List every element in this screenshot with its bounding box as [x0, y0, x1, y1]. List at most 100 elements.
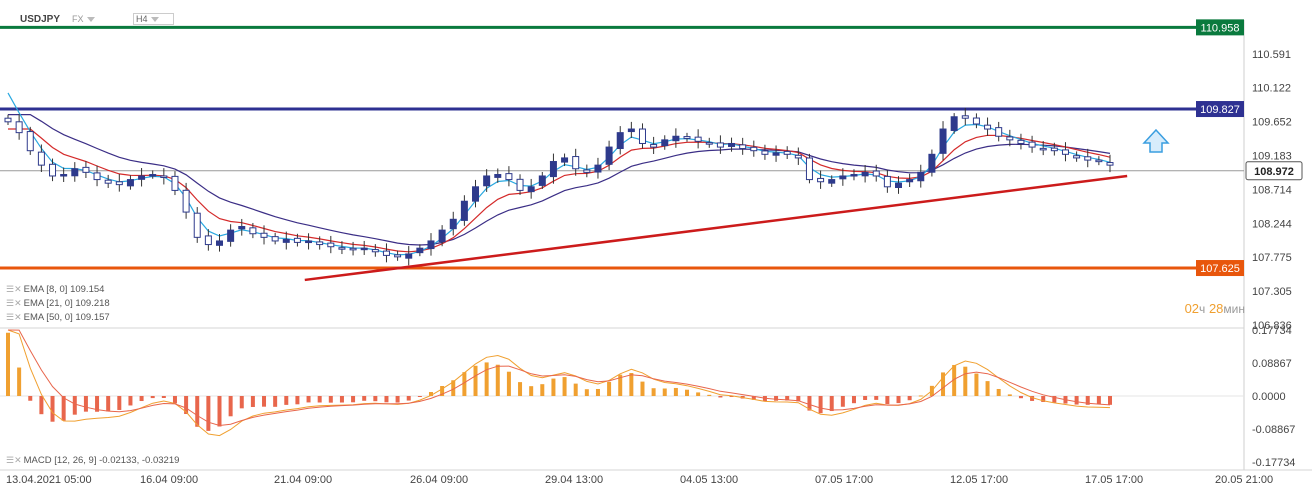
candle-bear	[382, 250, 390, 256]
candle-bull	[850, 174, 858, 177]
candle-bear	[872, 170, 880, 177]
macd-tick-label: 0.17734	[1252, 325, 1292, 337]
price-tick-label: 107.305	[1252, 286, 1292, 298]
candle-bull	[772, 152, 780, 156]
macd-histogram-bar	[529, 386, 534, 396]
candle-bear	[1039, 147, 1047, 151]
candle-bull	[60, 174, 68, 177]
price-tick-label: 109.652	[1252, 117, 1292, 129]
macd-line	[7, 329, 1111, 437]
legend-ema21[interactable]: ☰✕ EMA [21, 0] 109.218	[6, 298, 110, 309]
candle-bear	[115, 181, 123, 186]
candle-bull	[561, 157, 569, 163]
legend-ema8[interactable]: ☰✕ EMA [8, 0] 109.154	[6, 284, 105, 295]
macd-histogram-bar	[351, 396, 356, 403]
candle-bull	[939, 128, 947, 154]
time-tick-label: 04.05 13:00	[680, 474, 738, 486]
macd-histogram-bar	[1030, 396, 1035, 401]
candle-timer: 02ч 28мин	[1184, 301, 1245, 316]
time-tick-label: 29.04 13:00	[545, 474, 603, 486]
macd-histogram-bar	[61, 396, 66, 421]
macd-histogram-bar	[250, 396, 255, 407]
macd-signal-line	[7, 329, 1111, 427]
symbol-label[interactable]: USDJPY	[20, 14, 61, 25]
macd-histogram-bar	[673, 387, 678, 396]
macd-tick-label: -0.08867	[1252, 424, 1295, 436]
candle-bull	[483, 175, 491, 187]
candle-bull	[227, 229, 235, 242]
candle-bear	[249, 227, 257, 235]
candle-bull	[828, 179, 836, 184]
candle-bear	[683, 136, 691, 139]
level-badge-support	[1196, 260, 1244, 277]
macd-histogram-bar	[729, 396, 734, 397]
candle-bull	[895, 182, 903, 189]
macd-histogram-bar	[228, 396, 233, 417]
candle-bear	[349, 247, 357, 251]
menu-icon[interactable]: ☰✕	[6, 298, 22, 308]
macd-histogram-bar	[428, 392, 433, 396]
candle-bear	[1106, 162, 1114, 166]
macd-histogram-bar	[518, 382, 523, 396]
macd-histogram-bar	[1085, 396, 1090, 405]
menu-icon[interactable]: ☰✕	[6, 312, 22, 322]
macd-histogram-bar	[573, 383, 578, 396]
candle-bear	[583, 169, 591, 173]
macd-histogram-bar	[139, 396, 144, 402]
macd-histogram-bar	[6, 332, 10, 396]
candle-bull	[427, 240, 435, 250]
macd-histogram-bar	[996, 388, 1001, 396]
macd-histogram-bar	[284, 396, 289, 405]
candle-bear	[160, 175, 168, 178]
candle-bear	[26, 131, 34, 152]
candle-bull	[605, 146, 613, 165]
ema8-line	[7, 92, 1111, 256]
candle-bear	[972, 117, 980, 125]
candle-bull	[472, 186, 480, 202]
candle-bear	[316, 241, 324, 246]
macd-histogram-bar	[629, 373, 634, 396]
macd-histogram-bar	[851, 396, 856, 404]
candle-bear	[694, 136, 702, 142]
macd-histogram-bar	[562, 377, 567, 396]
macd-histogram-bar	[707, 394, 712, 396]
macd-histogram-bar	[50, 396, 55, 422]
candle-bull	[416, 247, 424, 254]
menu-icon[interactable]: ☰✕	[6, 284, 22, 294]
macd-histogram-bar	[952, 364, 957, 396]
candle-bull	[405, 253, 413, 259]
timeframe-select[interactable]: H4	[133, 13, 174, 25]
macd-histogram-bar	[39, 396, 44, 415]
candle-bear	[705, 142, 713, 145]
candle-bear	[193, 212, 201, 238]
candle-bull	[906, 179, 914, 183]
menu-icon[interactable]: ☰✕	[6, 455, 22, 465]
candle-bear	[271, 236, 279, 242]
up-arrow-icon	[1142, 128, 1170, 153]
macd-histogram-bar	[840, 396, 845, 407]
candle-bull	[215, 240, 223, 246]
macd-histogram-bar	[1108, 396, 1112, 405]
legend-macd[interactable]: ☰✕ MACD [12, 26, 9] -0.02133, -0.03219	[6, 455, 180, 466]
macd-histogram-bar	[72, 396, 77, 415]
candle-bull	[917, 171, 925, 182]
macd-histogram-bar	[774, 396, 779, 401]
macd-histogram-bar	[440, 386, 445, 396]
candle-bull	[616, 132, 624, 150]
macd-histogram-bar	[17, 367, 22, 396]
legend-ema50[interactable]: ☰✕ EMA [50, 0] 109.157	[6, 312, 110, 323]
macd-histogram-bar	[161, 396, 166, 398]
candle-bear	[49, 163, 57, 177]
candle-bear	[1028, 141, 1036, 148]
candle-bear	[171, 175, 179, 191]
macd-histogram-bar	[217, 396, 222, 427]
macd-histogram-bar	[306, 396, 311, 403]
candle-bear	[750, 146, 758, 152]
macd-histogram-bar	[1018, 396, 1023, 399]
macd-histogram-bar	[295, 396, 300, 405]
macd-histogram-bar	[262, 396, 267, 407]
macd-histogram-bar	[362, 396, 367, 401]
current-price-label: 108.972	[1254, 166, 1294, 178]
level-badge-resistance	[1196, 101, 1244, 118]
